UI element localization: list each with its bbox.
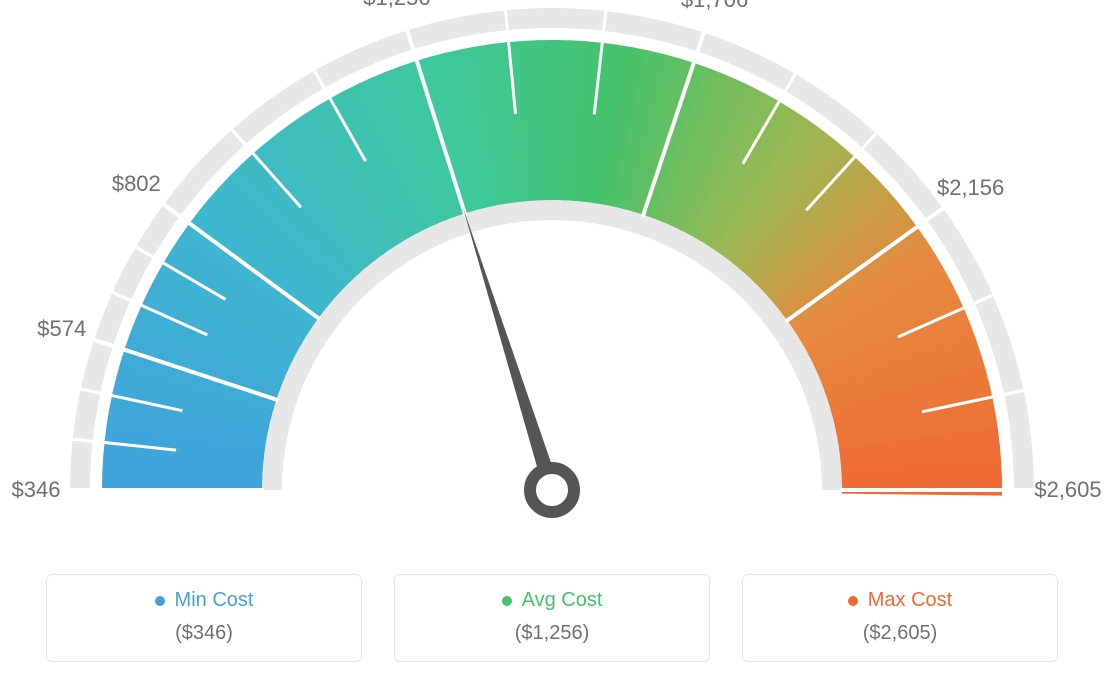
legend-label: Avg Cost: [522, 589, 603, 612]
tick-label: $802: [112, 171, 161, 197]
legend-title-avg: Avg Cost: [502, 589, 603, 612]
tick-label: $346: [12, 477, 61, 503]
legend-title-max: Max Cost: [848, 589, 952, 612]
tick-label: $1,706: [681, 0, 748, 13]
cost-gauge-widget: $346 $574 $802 $1,256 $1,706 $2,156 $2,605 Min…: [0, 0, 1104, 690]
tick-label: $2,156: [937, 175, 1004, 201]
legend-value: ($346): [47, 622, 361, 645]
dot-icon: [848, 596, 858, 606]
gauge-area: $346 $574 $802 $1,256 $1,706 $2,156 $2,605: [0, 0, 1104, 560]
legend-value: ($2,605): [743, 622, 1057, 645]
tick-label: $574: [37, 316, 86, 342]
dot-icon: [502, 596, 512, 606]
legend-label: Min Cost: [175, 589, 254, 612]
dot-icon: [155, 596, 165, 606]
gauge-svg: [0, 0, 1104, 560]
tick-label: $1,256: [363, 0, 430, 11]
tick-label: $2,605: [1034, 477, 1101, 503]
legend-card-max: Max Cost ($2,605): [742, 574, 1058, 662]
legend-label: Max Cost: [868, 589, 952, 612]
legend-title-min: Min Cost: [155, 589, 254, 612]
legend-card-min: Min Cost ($346): [46, 574, 362, 662]
legend-row: Min Cost ($346) Avg Cost ($1,256) Max Co…: [46, 574, 1058, 662]
legend-card-avg: Avg Cost ($1,256): [394, 574, 710, 662]
legend-value: ($1,256): [395, 622, 709, 645]
